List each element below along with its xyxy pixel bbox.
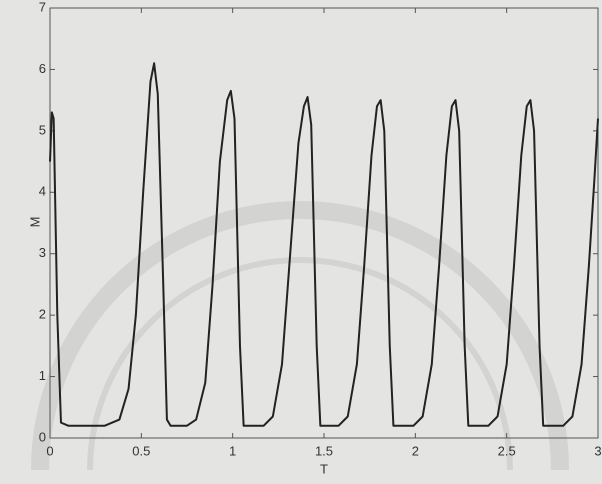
data-line — [49, 62, 599, 427]
x-tick-label: 0.5 — [132, 443, 150, 458]
y-tick-label: 2 — [39, 307, 46, 322]
y-tick-label: 4 — [39, 184, 46, 199]
y-tick-label: 0 — [39, 429, 46, 444]
y-tick-label: 3 — [39, 245, 46, 260]
x-tick-label: 2.5 — [498, 443, 516, 458]
watermark — [31, 201, 569, 471]
x-tick-label: 2 — [412, 443, 419, 458]
x-tick-label: 3 — [594, 443, 601, 458]
x-axis-label: T — [320, 461, 328, 476]
y-tick-label: 6 — [39, 61, 46, 76]
x-tick-label: 0 — [46, 443, 53, 458]
x-tick-label: 1.5 — [315, 443, 333, 458]
y-tick-label: 1 — [39, 368, 46, 383]
y-tick-label: 7 — [39, 0, 46, 14]
y-axis-label: M — [27, 217, 42, 228]
x-tick-label: 1 — [229, 443, 236, 458]
y-tick-label: 5 — [39, 122, 46, 137]
